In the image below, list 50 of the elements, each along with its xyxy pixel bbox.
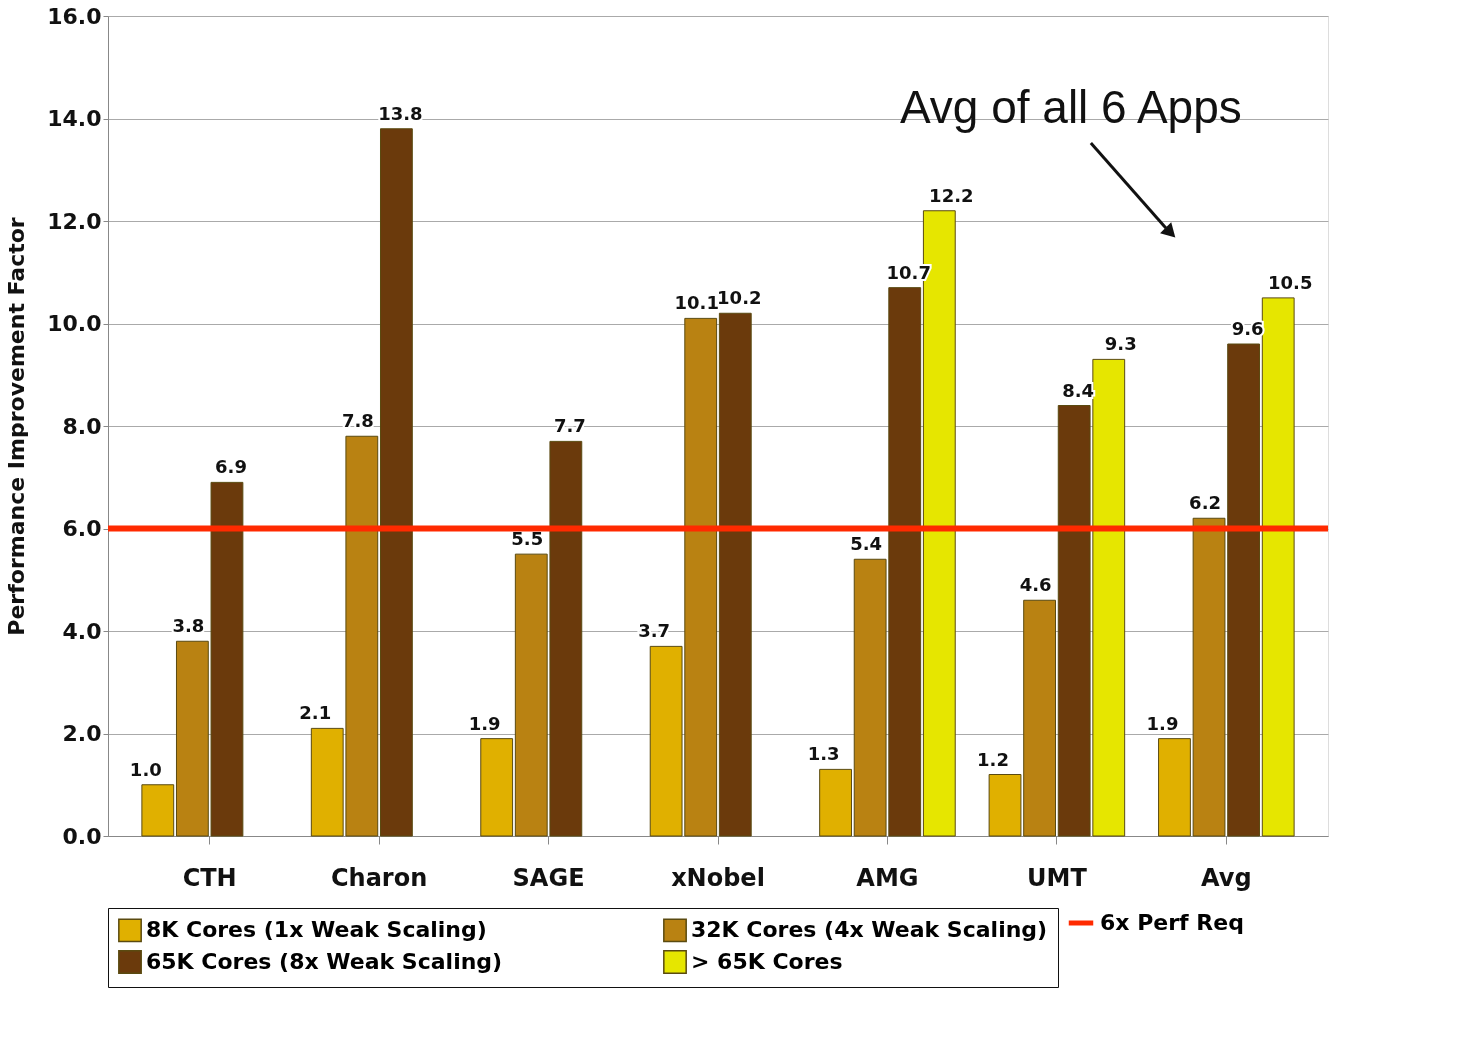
bar (379, 128, 413, 837)
data-label: 10.2 (717, 287, 762, 309)
bar (141, 784, 175, 837)
data-label: 1.9 (1146, 712, 1179, 734)
x-tick-label: xNobel (671, 863, 765, 892)
y-tick-label: 14.0 (47, 106, 102, 131)
x-tick-label: Avg (1201, 863, 1252, 892)
data-label: 3.7 (638, 620, 671, 642)
y-tick-label: 10.0 (47, 311, 102, 336)
y-tick-label: 8.0 (62, 413, 102, 439)
data-label: 12.2 (929, 184, 974, 206)
data-label: 7.7 (553, 415, 586, 437)
data-label: 3.8 (172, 615, 205, 637)
legend-label: 6x Perf Req (1100, 910, 1244, 935)
data-label: 10.1 (674, 292, 719, 314)
data-label: 10.5 (1267, 271, 1313, 293)
data-label: 4.6 (1019, 574, 1052, 596)
bar (718, 312, 752, 837)
data-label: 5.4 (850, 533, 883, 555)
annotation: Avg of all 6 Apps (899, 81, 1242, 133)
data-label: 1.3 (807, 743, 840, 765)
y-tick-label: 16.0 (47, 3, 102, 29)
y-tick-label: 6.0 (62, 516, 102, 541)
x-tick-label: UMT (1027, 863, 1088, 892)
legend-label: 32K Cores (4x Weak Scaling) (691, 917, 1048, 943)
data-label: 5.5 (511, 528, 544, 550)
bar (480, 738, 514, 837)
data-label: 1.0 (129, 758, 162, 780)
x-tick-label: SAGE (512, 863, 585, 892)
data-label: 6.9 (215, 456, 247, 478)
x-tick-label: AMG (856, 863, 919, 892)
y-tick-label: 12.0 (47, 208, 102, 234)
legend-label: > 65K Cores (691, 949, 843, 974)
data-label: 9.3 (1104, 333, 1137, 355)
x-tick-label: CTH (182, 863, 237, 892)
data-label: 1.9 (468, 712, 501, 734)
data-label: 1.2 (977, 748, 1009, 770)
bar (1261, 297, 1295, 837)
x-tick-label: Charon (330, 863, 428, 892)
y-axis-title: Performance Improvement Factor (4, 217, 30, 636)
data-label: 2.1 (299, 702, 332, 724)
y-tick-label: 4.0 (62, 618, 102, 644)
data-label: 7.8 (341, 410, 374, 432)
legend-label: 8K Cores (1x Weak Scaling) (146, 917, 487, 943)
data-label: 13.8 (378, 102, 423, 124)
y-tick-label: 0.0 (62, 823, 102, 849)
legend-label: 65K Cores (8x Weak Scaling) (146, 949, 503, 974)
bar (819, 768, 852, 837)
data-label: 6.2 (1189, 492, 1221, 514)
y-tick-label: 2.0 (62, 721, 102, 746)
